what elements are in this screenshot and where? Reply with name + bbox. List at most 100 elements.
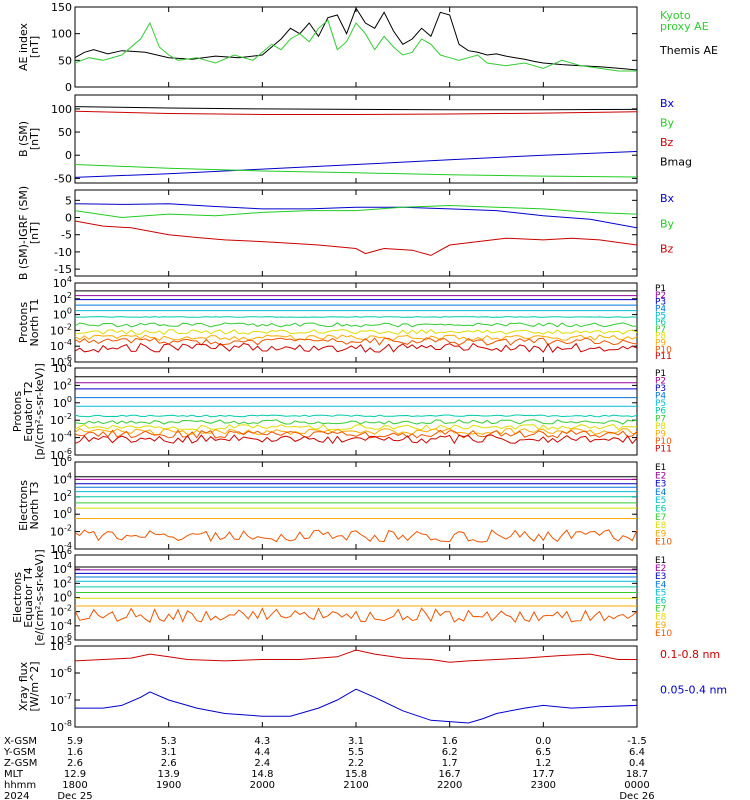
series-0-05-0-4-nm (75, 688, 638, 724)
channel-line (74, 337, 638, 346)
legend-entry: Bx (660, 97, 675, 110)
legend-entry: P5 (655, 311, 666, 321)
channel-line (74, 424, 637, 431)
y-tick-label: 100 (53, 590, 72, 605)
legend-entry: E8 (655, 613, 667, 623)
y-tick-label: 100 (53, 395, 72, 410)
y-axis-label: ProtonsEquator T2[p/(cm²-s-sr-keV)] (11, 363, 46, 460)
legend-entry: P10 (655, 437, 672, 447)
y-tick-label: 10-2 (50, 604, 72, 619)
series-themis-ae (74, 6, 638, 71)
channel-line (74, 427, 638, 435)
y-tick-label: 100 (53, 307, 72, 322)
ephemeris-value: 2.4 (254, 758, 270, 769)
legend-entry: E1 (655, 556, 666, 566)
legend-entry: P6 (655, 407, 666, 417)
legend-entry: P2 (655, 291, 666, 301)
legend-entry: P7 (655, 414, 666, 424)
ephemeris-value: 0.4 (629, 758, 645, 769)
legend-entry: E6 (655, 505, 667, 515)
y-tick-label: 104 (53, 275, 72, 290)
y-tick-label: -10 (54, 246, 72, 259)
ephemeris-value: 1.6 (442, 736, 458, 747)
ephemeris-label: X-GSM (4, 736, 37, 747)
ephemeris-value: 1.7 (442, 758, 458, 769)
y-tick-label: 106 (53, 547, 72, 562)
y-tick-label: 104 (53, 360, 72, 375)
panel-b: -50 0 50 100 B (SM)[nT] Bx By Bz Bmag (17, 94, 692, 185)
ephemeris-value: 2300 (531, 780, 556, 791)
series-by (74, 164, 638, 178)
y-tick-label: 10-6 (50, 665, 72, 680)
ephemeris-value: 2.6 (67, 758, 83, 769)
panel-frame (74, 645, 638, 728)
y-tick-label: 150 (51, 1, 72, 14)
legend-entry: E1 (655, 463, 666, 473)
y-tick-label: 0 (65, 81, 72, 94)
ephemeris-value: 5.5 (348, 747, 364, 758)
legend-entry: E7 (655, 605, 666, 615)
legend-entry: P5 (655, 399, 666, 409)
channel-line (74, 607, 638, 624)
ephemeris-value: 2200 (437, 780, 462, 791)
y-tick-label: 102 (53, 291, 72, 306)
ephemeris-value: 15.8 (345, 769, 367, 780)
legend-entry: E9 (655, 621, 667, 631)
legend-entry: P10 (655, 345, 672, 355)
legend-entry: P3 (655, 384, 666, 394)
y-tick-label: 102 (53, 575, 72, 590)
legend-entry: Kyoto (660, 9, 691, 22)
y-tick-label: 10-4 (50, 338, 72, 353)
ephemeris-value: Dec 26 (619, 791, 654, 800)
ephemeris-label: MLT (4, 769, 24, 780)
y-tick-label: 10-5 (50, 638, 72, 653)
legend-entry: E3 (655, 480, 666, 490)
y-axis-label: ElectronsNorth T3 (17, 480, 41, 531)
legend-entry: E4 (655, 580, 667, 590)
y-tick-label: 10-2 (50, 412, 72, 427)
legend-entry: E10 (655, 538, 672, 548)
ephemeris-value: 4.4 (254, 747, 270, 758)
legend-entry: E6 (655, 597, 667, 607)
y-tick-label: 10-8 (50, 719, 72, 734)
y-axis-label: ElectronsEquator T4[e/(cm²-s-sr-keV)] (11, 549, 46, 645)
y-tick-label: 104 (53, 471, 72, 486)
y-tick-label: -50 (54, 172, 72, 185)
legend-entry: Bmag (660, 156, 692, 169)
legend-entry: P1 (655, 284, 666, 294)
legend-entry: E3 (655, 572, 666, 582)
ephemeris-value: 1.6 (67, 747, 83, 758)
y-tick-label: 5 (65, 194, 72, 207)
y-tick-label: -15 (54, 263, 72, 276)
legend-entry: E5 (655, 588, 666, 598)
y-tick-label: 10-2 (50, 524, 72, 539)
legend-entry: E8 (655, 521, 667, 531)
legend-entry: E4 (655, 488, 667, 498)
legend-entry: E9 (655, 529, 667, 539)
ephemeris-value: 0000 (624, 780, 649, 791)
legend-entry: By (660, 217, 675, 230)
panel-db: -15 -10 -5 0 5 B (SM)-IGRF (SM)[nT] Bx By Bz (17, 186, 675, 280)
ephemeris-value: 13.9 (158, 769, 180, 780)
panel-frame (74, 461, 638, 550)
legend-entry: E5 (655, 496, 666, 506)
panel-ee: 10-610-410-2100102104106ElectronsEquator… (11, 547, 672, 647)
legend-entry: P4 (655, 304, 666, 314)
legend-entry: 0.05-0.4 nm (660, 684, 727, 697)
y-tick-label: 10-7 (50, 692, 72, 707)
y-tick-label: 0 (65, 212, 72, 225)
legend-entry: P9 (655, 429, 666, 439)
legend-entry: By (660, 117, 675, 130)
ephemeris-value: 2.6 (161, 758, 177, 769)
series-bmag (74, 106, 638, 111)
legend-entry: Themis AE (659, 44, 718, 57)
legend-entry: P6 (655, 318, 666, 328)
ephemeris-value: 3.1 (348, 736, 364, 747)
ephemeris-label: Y-GSM (3, 747, 36, 758)
ephemeris-value: 1900 (156, 780, 181, 791)
series-0-1-0-8-nm (74, 649, 637, 663)
ephemeris-value: 6.2 (442, 747, 458, 758)
ephemeris-value: Dec 25 (57, 791, 92, 800)
